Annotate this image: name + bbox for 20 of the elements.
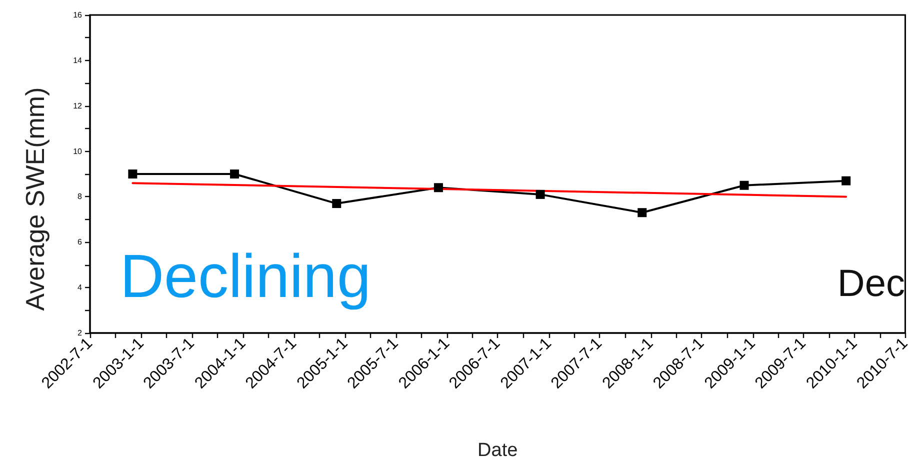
point [536, 190, 545, 199]
y-tick-label: 4 [78, 283, 83, 292]
y-tick-label: 6 [78, 238, 83, 247]
annotation: Dec [837, 263, 905, 305]
y-tick-label: 10 [73, 146, 83, 156]
annotation: Declining [120, 242, 371, 310]
x-axis-title: Date [478, 440, 518, 461]
y-tick-label: 14 [73, 56, 83, 65]
y-tick-label: 12 [73, 101, 83, 110]
y-tick-label: 8 [78, 192, 83, 202]
point [230, 170, 240, 178]
point [332, 199, 342, 208]
point [638, 208, 647, 218]
y-tick-label: 2 [78, 328, 83, 338]
point [740, 180, 749, 190]
y-axis-title: Average SWE(mm) [20, 87, 50, 311]
y-tick-label: 16 [73, 10, 83, 20]
point [128, 170, 138, 178]
point [842, 176, 851, 186]
point [434, 183, 443, 192]
